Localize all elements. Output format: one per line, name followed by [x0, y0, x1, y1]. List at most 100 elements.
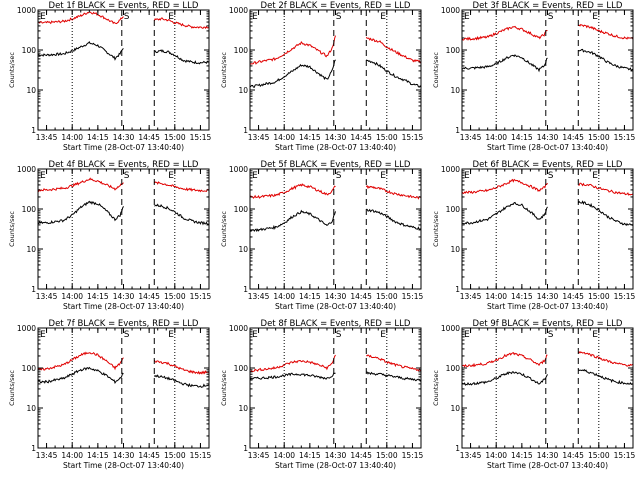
plot-frame — [37, 9, 210, 131]
x-tick-label: 14:15 — [511, 133, 533, 142]
y-tick-label: 100 — [234, 364, 249, 373]
x-tick-label: 14:30 — [325, 292, 347, 301]
x-tick-label: 14:30 — [113, 133, 135, 142]
x-tick-label: 14:30 — [537, 133, 559, 142]
x-tick-label: 14:00 — [61, 292, 83, 301]
marker-s: S — [124, 171, 130, 181]
plot-frame — [461, 9, 634, 131]
y-axis-label: Counts/sec — [220, 370, 228, 406]
x-tick-label: 15:15 — [190, 292, 212, 301]
x-tick-label: 14:30 — [325, 133, 347, 142]
lld-series-line — [250, 354, 421, 373]
x-tick-label: 14:30 — [113, 292, 135, 301]
x-tick-label: 14:45 — [138, 451, 160, 460]
marker-e-right: E — [168, 330, 174, 340]
marker-e-left: E — [40, 171, 46, 181]
panel-title: Det 7f BLACK = Events, RED = LLD — [49, 319, 199, 329]
marker-e-left: E — [464, 330, 470, 340]
marker-e-left: E — [40, 12, 46, 22]
y-axis-label: Counts/sec — [8, 211, 16, 247]
x-tick-label: 14:00 — [273, 292, 295, 301]
x-axis-label: Start Time (28-Oct-07 13:40:40) — [275, 461, 396, 470]
y-tick-label: 1000 — [229, 6, 248, 15]
y-tick-label: 1 — [31, 444, 36, 453]
marker-s: S — [336, 171, 342, 181]
x-tick-label: 14:45 — [138, 133, 160, 142]
marker-s: S — [548, 12, 554, 22]
x-tick-label: 14:45 — [350, 133, 372, 142]
y-tick-label: 1000 — [441, 324, 460, 333]
marker-e-left: E — [252, 12, 258, 22]
x-tick-label: 14:00 — [485, 451, 507, 460]
x-tick-label: 14:15 — [299, 451, 321, 460]
y-tick-label: 10 — [26, 245, 36, 254]
y-tick-label: 1 — [455, 126, 460, 135]
y-tick-label: 1000 — [17, 6, 36, 15]
x-tick-label: 13:45 — [248, 292, 270, 301]
marker-s: S — [124, 12, 130, 22]
x-axis-label: Start Time (28-Oct-07 13:40:40) — [487, 302, 608, 311]
panel-title: Det 2f BLACK = Events, RED = LLD — [261, 1, 411, 11]
plot-frame — [461, 327, 634, 449]
lld-series-line — [462, 350, 633, 368]
x-tick-label: 14:00 — [273, 451, 295, 460]
x-tick-label: 13:45 — [36, 451, 58, 460]
x-tick-label: 14:30 — [537, 451, 559, 460]
x-tick-label: 15:15 — [402, 451, 424, 460]
panel-title: Det 6f BLACK = Events, RED = LLD — [473, 160, 623, 170]
x-tick-label: 13:45 — [460, 292, 482, 301]
y-tick-label: 1000 — [17, 324, 36, 333]
y-tick-label: 100 — [446, 205, 461, 214]
x-tick-label: 14:00 — [273, 133, 295, 142]
marker-e-right: E — [168, 12, 174, 22]
x-tick-label: 15:00 — [588, 292, 610, 301]
y-tick-label: 10 — [26, 86, 36, 95]
y-tick-label: 10 — [26, 404, 36, 413]
x-tick-label: 14:30 — [113, 451, 135, 460]
y-tick-label: 100 — [234, 205, 249, 214]
y-tick-label: 10 — [238, 86, 248, 95]
y-tick-label: 1000 — [17, 165, 36, 174]
marker-e-right: E — [592, 330, 598, 340]
y-axis-label: Counts/sec — [220, 211, 228, 247]
events-series-line — [462, 368, 633, 386]
marker-e-left: E — [464, 12, 470, 22]
events-series-line — [38, 200, 209, 226]
x-tick-label: 15:00 — [376, 451, 398, 460]
y-axis-label: Counts/sec — [8, 52, 16, 88]
lld-series-line — [250, 35, 421, 65]
x-tick-label: 13:45 — [248, 133, 270, 142]
x-tick-label: 14:15 — [87, 451, 109, 460]
marker-s: S — [548, 171, 554, 181]
y-axis-label: Counts/sec — [220, 52, 228, 88]
x-tick-label: 15:00 — [164, 451, 186, 460]
lld-series-line — [38, 11, 209, 30]
x-tick-label: 13:45 — [460, 133, 482, 142]
x-tick-label: 15:15 — [614, 451, 636, 460]
y-tick-label: 100 — [22, 46, 37, 55]
x-tick-label: 15:00 — [164, 292, 186, 301]
plot-frame — [461, 168, 634, 290]
y-tick-label: 10 — [450, 86, 460, 95]
x-tick-label: 15:15 — [190, 133, 212, 142]
events-series-line — [250, 59, 421, 88]
y-tick-label: 10 — [450, 245, 460, 254]
y-tick-label: 1000 — [441, 165, 460, 174]
y-tick-label: 100 — [446, 364, 461, 373]
x-tick-label: 15:15 — [402, 133, 424, 142]
y-tick-label: 1 — [31, 126, 36, 135]
marker-e-left: E — [252, 330, 258, 340]
y-axis-label: Counts/sec — [432, 52, 440, 88]
events-series-line — [250, 371, 421, 382]
x-tick-label: 14:15 — [87, 133, 109, 142]
x-tick-label: 14:00 — [485, 292, 507, 301]
y-axis-label: Counts/sec — [432, 211, 440, 247]
x-tick-label: 13:45 — [248, 451, 270, 460]
